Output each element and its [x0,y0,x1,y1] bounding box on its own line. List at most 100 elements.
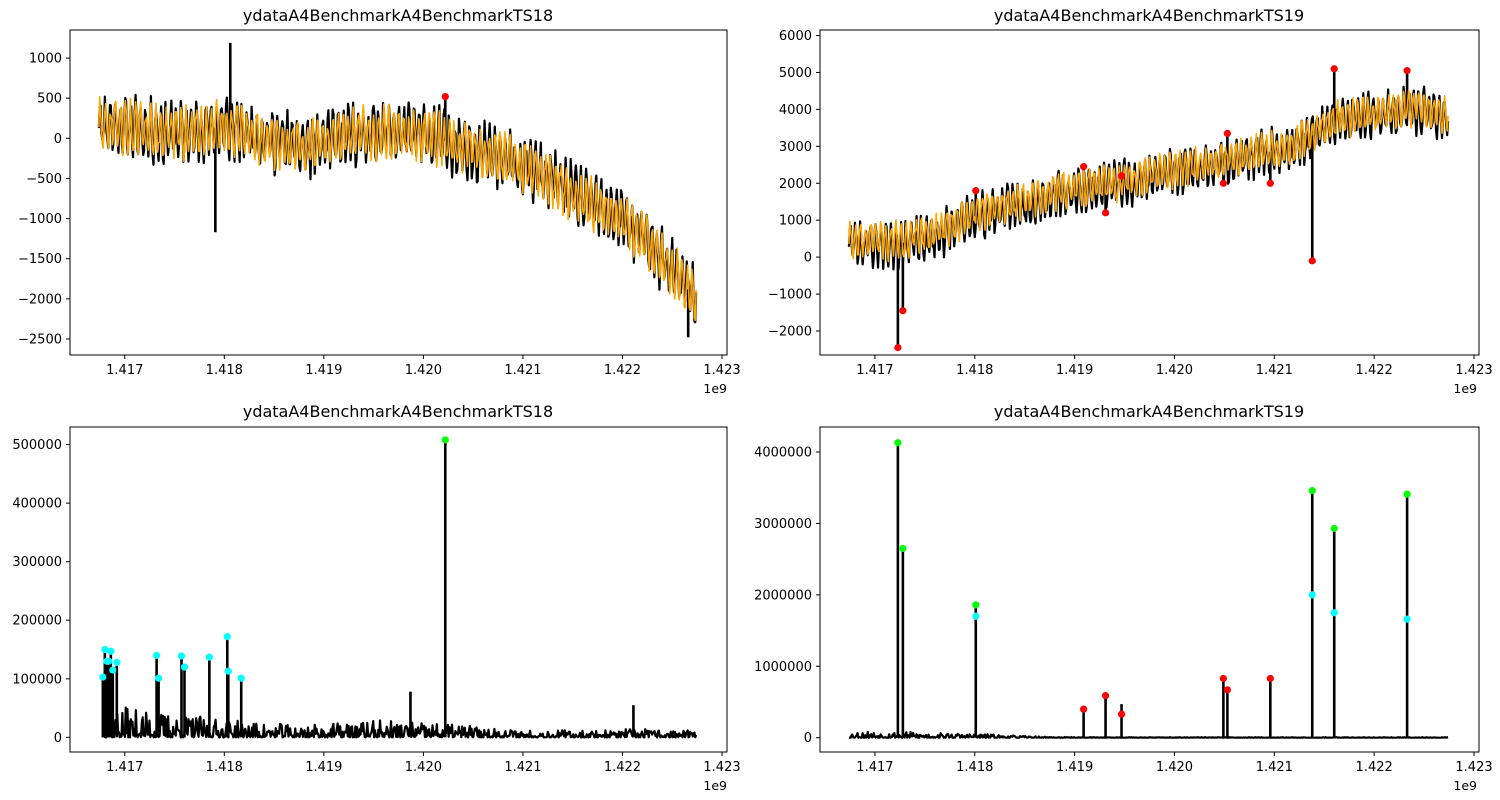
anomaly-marker [441,436,449,444]
anomaly-marker [1403,67,1411,75]
y-tick-label: −1000 [768,288,812,303]
y-tick-label: 2000000 [754,588,812,603]
anomaly-marker [1219,674,1227,683]
anomaly-marker [223,633,231,641]
anomaly-marker [1403,615,1411,623]
x-tick-label: 1.418 [206,363,243,378]
panel-bottom-right: ydataA4BenchmarkA4BenchmarkTS19 1e9 1.41… [754,402,1493,793]
x-tick-label: 1.418 [956,760,993,775]
x-tick-label: 1.420 [405,363,442,378]
x-tick-label: 1.422 [1356,760,1393,775]
y-tick-label: 1000000 [754,660,812,675]
x-tick-label: 1.419 [1056,760,1093,775]
y-tick-label: 0 [804,731,812,746]
anomaly-marker [99,673,107,681]
chart-title: ydataA4BenchmarkA4BenchmarkTS18 [243,402,553,421]
anomaly-marker [1080,705,1088,713]
x-tick-label: 1.423 [1455,363,1492,378]
y-tick-label: 2000 [779,177,812,192]
anomaly-marker [1266,674,1274,683]
x-tick-label: 1.420 [1156,363,1193,378]
anomaly-marker [1308,257,1316,265]
x-tick-label: 1.420 [405,760,442,775]
x-tick-label: 1.421 [504,363,541,378]
y-tick-label: 100000 [12,672,62,687]
anomaly-marker [1223,129,1231,138]
y-tick-label: 200000 [12,614,62,629]
y-tick-label: −500 [26,172,62,187]
y-tick-label: −2500 [18,332,62,347]
anomaly-marker [153,651,161,659]
x-tick-label: 1.418 [956,363,993,378]
series-line-fit [98,95,697,322]
anomaly-marker [105,657,113,665]
anomaly-marker [205,653,213,661]
anomaly-marker [1308,591,1316,599]
plot-area [97,42,698,338]
anomaly-marker [154,674,163,682]
x-tick-label: 1.417 [106,363,143,378]
anomaly-marker [237,674,245,682]
anomaly-marker [972,601,980,609]
x-tick-label: 1.421 [1256,363,1293,378]
x-tick-label: 1.422 [1356,363,1393,378]
anomaly-marker [972,187,980,195]
x-tick-label: 1.419 [305,760,342,775]
anomaly-marker [177,652,186,660]
anomaly-marker [107,647,115,655]
x-tick-label: 1.423 [703,363,740,378]
y-tick-label: 4000000 [754,446,812,461]
series-line-fit [848,89,1449,263]
chart-title: ydataA4BenchmarkA4BenchmarkTS18 [243,6,553,25]
axes-frame [69,426,728,753]
anomaly-marker [1403,490,1411,498]
anomaly-marker [1330,524,1338,533]
x-offset-label: 1e9 [1453,778,1477,793]
y-tick-label: 1000 [29,52,62,67]
x-tick-label: 1.421 [1256,760,1293,775]
y-tick-label: −1000 [18,212,62,227]
y-tick-label: 5000 [779,66,812,81]
y-tick-label: −2000 [768,324,812,339]
anomaly-marker [1219,179,1227,187]
anomaly-marker [101,645,109,654]
anomaly-marker [1266,179,1274,187]
x-tick-label: 1.421 [504,760,541,775]
y-tick-label: −1500 [18,252,62,267]
anomaly-marker [1223,686,1231,694]
anomaly-marker [1308,486,1316,495]
y-tick-label: 300000 [12,555,62,570]
x-tick-label: 1.420 [1156,760,1193,775]
y-tick-label: 0 [54,132,62,147]
y-tick-label: 6000 [779,29,812,44]
x-offset-label: 1e9 [1453,381,1477,396]
anomaly-marker [113,658,121,667]
anomaly-marker [899,544,907,553]
chart-title: ydataA4BenchmarkA4BenchmarkTS19 [994,6,1304,25]
y-tick-label: 3000000 [754,517,812,532]
x-tick-label: 1.417 [106,760,143,775]
anomaly-marker [899,307,907,315]
anomaly-marker [1330,609,1338,617]
y-tick-label: 500000 [12,438,62,453]
x-tick-label: 1.422 [604,760,641,775]
anomaly-marker [180,663,189,671]
x-offset-label: 1e9 [703,778,727,793]
y-tick-label: 3000 [779,140,812,155]
anomaly-marker [972,612,980,620]
x-tick-label: 1.417 [856,363,893,378]
x-tick-label: 1.423 [703,760,740,775]
plot-area [847,65,1450,352]
axes-frame [819,29,1480,356]
y-tick-label: 500 [37,92,62,107]
y-tick-label: 0 [804,251,812,266]
anomaly-marker [1330,65,1338,73]
anomaly-marker [441,93,449,101]
panel-bottom-left: ydataA4BenchmarkA4BenchmarkTS18 1e9 1.41… [12,402,740,793]
x-tick-label: 1.417 [856,760,893,775]
x-tick-label: 1.419 [1056,363,1093,378]
anomaly-marker [1101,691,1110,700]
series-line-raw [101,706,698,739]
anomaly-marker [894,344,902,352]
